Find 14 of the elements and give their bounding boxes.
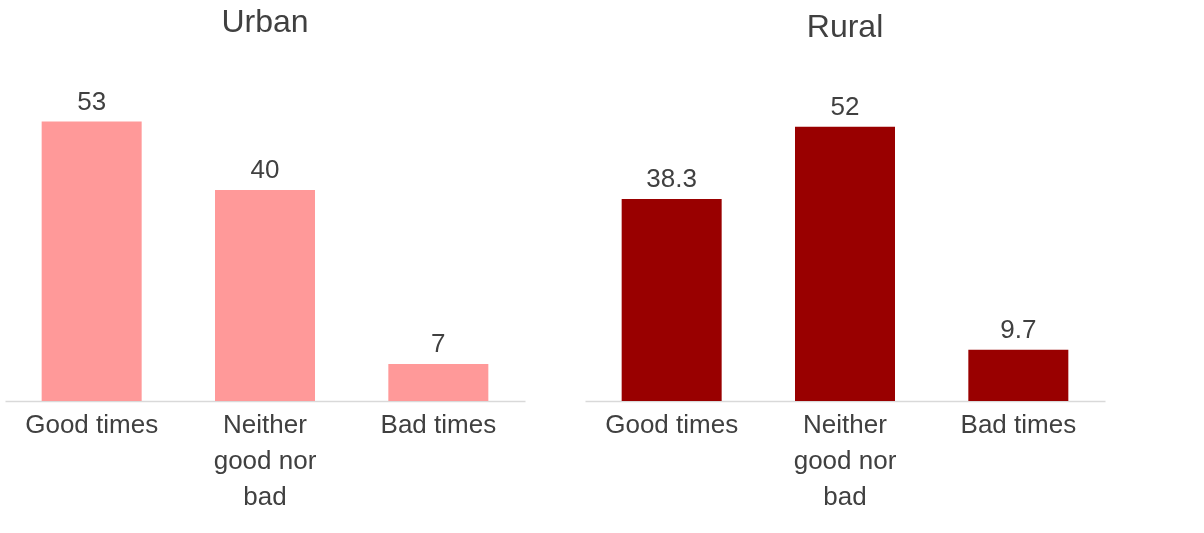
- x-tick-label: Neither good nor bad: [213, 408, 317, 511]
- x-tick-label: Bad times: [960, 408, 1077, 439]
- chart-title: Urban: [221, 2, 309, 39]
- x-tick-label: Bad times: [380, 408, 497, 439]
- chart-title: Rural: [806, 7, 884, 44]
- data-label: 7: [431, 328, 446, 359]
- data-label: 53: [77, 85, 107, 116]
- x-tick-label: Good times: [25, 408, 159, 439]
- data-label: 40: [250, 154, 280, 185]
- data-label: 52: [830, 90, 860, 121]
- x-tick-label: Neither good nor bad: [793, 408, 897, 511]
- data-label: 9.7: [1000, 313, 1037, 344]
- data-label: 38.3: [646, 163, 697, 194]
- x-tick-label: Good times: [605, 408, 739, 439]
